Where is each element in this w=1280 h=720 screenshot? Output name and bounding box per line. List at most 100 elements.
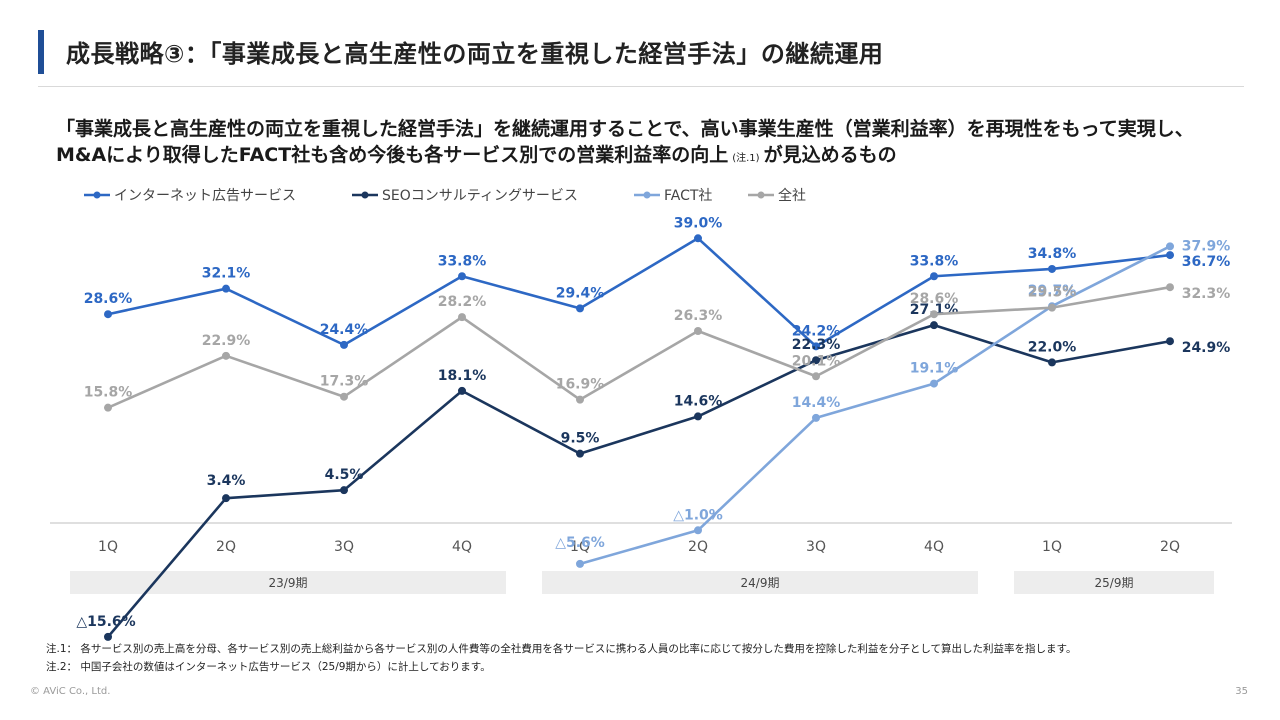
data-label-2-8: 29.7% [1028, 283, 1077, 299]
period-label-1: 24/9期 [741, 576, 780, 590]
data-label-1-9: 24.9% [1182, 340, 1231, 356]
footnote-2: 注.2： 中国子会社の数値はインターネット広告サービス（25/9期から）に計上し… [46, 661, 491, 673]
lead-text-tail: が見込めるもの [763, 144, 897, 166]
data-point-1-9 [1166, 337, 1174, 346]
data-point-0-3 [458, 272, 466, 281]
x-tick-label-5: 2Q [688, 539, 708, 555]
data-point-3-3 [458, 313, 466, 322]
data-point-0-2 [340, 340, 348, 349]
data-point-3-0 [104, 403, 112, 412]
data-point-1-2 [340, 486, 348, 495]
data-label-3-3: 28.2% [438, 294, 487, 310]
x-tick-label-8: 1Q [1042, 539, 1062, 555]
legend-marker-2 [643, 191, 651, 199]
series-line-3 [107, 285, 1171, 409]
data-label-0-6: 24.2% [792, 323, 841, 339]
data-label-2-9: 37.9% [1182, 238, 1231, 254]
data-label-1-0: △15.6% [76, 614, 135, 630]
title-divider [38, 86, 1244, 87]
data-point-3-7 [930, 310, 938, 319]
data-label-2-6: 14.4% [792, 395, 841, 411]
data-point-0-4 [576, 304, 584, 313]
data-point-3-2 [340, 392, 348, 401]
data-point-1-1 [222, 494, 230, 503]
x-tick-label-2: 3Q [334, 539, 354, 555]
data-label-0-3: 33.8% [438, 253, 487, 269]
data-point-0-5 [694, 234, 702, 243]
data-point-3-6 [812, 372, 820, 381]
data-label-3-6: 20.1% [792, 353, 841, 369]
data-label-0-8: 34.8% [1028, 246, 1077, 262]
data-label-0-2: 24.4% [320, 322, 369, 338]
data-point-2-5 [694, 526, 702, 535]
data-point-3-1 [222, 351, 230, 360]
legend-label-1: SEOコンサルティングサービス [382, 188, 578, 204]
data-point-1-4 [576, 449, 584, 458]
legend-label-3: 全社 [778, 187, 806, 204]
data-point-1-8 [1048, 358, 1056, 367]
period-band-1 [542, 571, 978, 594]
data-label-3-5: 26.3% [674, 308, 723, 324]
data-point-3-5 [694, 327, 702, 336]
data-label-0-0: 28.6% [84, 291, 133, 307]
footnote-1: 注.1： 各サービス別の売上高を分母、各サービス別の売上総利益から各サービス別の… [46, 643, 1077, 655]
data-point-3-8 [1048, 303, 1056, 312]
series-line-0 [107, 237, 1171, 348]
data-point-0-6 [812, 342, 820, 351]
data-label-1-3: 18.1% [438, 368, 487, 384]
legend-marker-3 [757, 191, 765, 199]
legend-marker-0 [93, 191, 101, 199]
data-label-1-1: 3.4% [207, 473, 246, 489]
lead-text: 「事業成長と高生産性の両立を重視した経営手法」を継続運用することで、高い事業生産… [56, 116, 1236, 172]
data-point-2-9 [1166, 242, 1174, 251]
lead-note-mark: (注.1) [732, 153, 760, 164]
legend-marker-1 [361, 191, 369, 199]
data-label-2-7: 19.1% [910, 361, 959, 377]
data-label-3-9: 32.3% [1182, 286, 1231, 302]
data-label-2-4: △5.6% [555, 535, 605, 551]
page-number: 35 [1235, 686, 1248, 697]
data-point-0-9 [1166, 251, 1174, 260]
data-label-3-7: 28.6% [910, 291, 959, 307]
x-tick-label-3: 4Q [452, 539, 472, 555]
data-point-3-9 [1166, 283, 1174, 292]
title-accent-bar [38, 30, 44, 74]
data-label-3-2: 17.3% [320, 374, 369, 390]
data-point-1-7 [930, 321, 938, 330]
data-point-2-4 [576, 559, 584, 568]
data-label-3-1: 22.9% [202, 333, 251, 349]
data-label-3-8: 29.5% [1028, 285, 1077, 301]
data-point-0-8 [1048, 264, 1056, 273]
data-label-0-4: 29.4% [556, 285, 605, 301]
x-tick-label-7: 4Q [924, 539, 944, 555]
data-point-0-1 [222, 284, 230, 293]
data-point-0-0 [104, 310, 112, 319]
x-tick-label-0: 1Q [98, 539, 118, 555]
legend-label-2: FACT社 [664, 188, 712, 204]
data-label-0-5: 39.0% [674, 215, 723, 231]
data-point-2-7 [930, 379, 938, 388]
x-tick-label-1: 2Q [216, 539, 236, 555]
data-point-0-7 [930, 272, 938, 281]
series-line-2 [579, 245, 1171, 566]
x-tick-label-6: 3Q [806, 539, 826, 555]
data-label-1-8: 22.0% [1028, 339, 1077, 355]
data-point-3-4 [576, 395, 584, 404]
data-point-2-6 [812, 413, 820, 422]
copyright: © AViC Co., Ltd. [30, 686, 111, 697]
data-label-1-2: 4.5% [325, 467, 364, 483]
data-label-1-5: 14.6% [674, 393, 723, 409]
data-label-0-1: 32.1% [202, 266, 251, 282]
data-label-2-5: △1.0% [673, 507, 723, 523]
period-band-0 [70, 571, 506, 594]
period-label-0: 23/9期 [269, 576, 308, 590]
page-title: 成長戦略③：「事業成長と高生産性の両立を重視した経営手法」の継続運用 [66, 40, 884, 68]
lead-text-main: 「事業成長と高生産性の両立を重視した経営手法」を継続運用することで、高い事業生産… [56, 118, 1194, 166]
data-label-3-4: 16.9% [556, 377, 605, 393]
legend-label-0: インターネット広告サービス [114, 188, 296, 204]
data-point-1-5 [694, 412, 702, 421]
data-point-1-6 [812, 356, 820, 365]
x-tick-label-9: 2Q [1160, 539, 1180, 555]
data-label-0-7: 33.8% [910, 253, 959, 269]
